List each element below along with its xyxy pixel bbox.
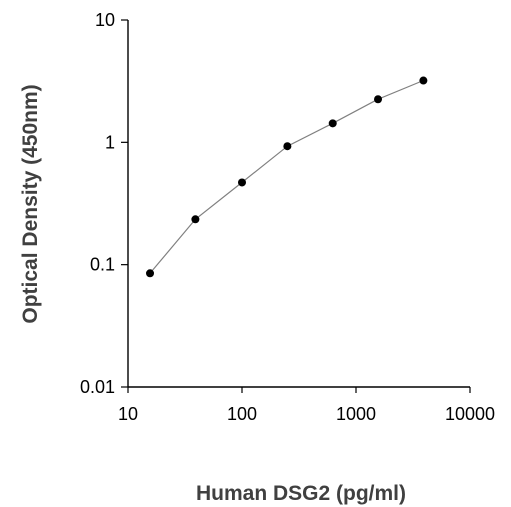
data-point: [374, 95, 383, 104]
y-axis-title: Optical Density (450nm): [19, 84, 42, 323]
x-axis-title: Human DSG2 (pg/ml): [196, 482, 406, 505]
y-axis-ticks: 0.01 0.1 1 10: [80, 10, 128, 397]
data-point: [191, 215, 200, 224]
y-tick-label: 0.01: [80, 377, 115, 397]
data-point: [146, 269, 155, 278]
data-point: [238, 178, 246, 187]
y-tick-label: 0.1: [90, 255, 115, 275]
y-tick-label: 10: [95, 10, 115, 30]
x-tick-label: 100: [227, 404, 257, 424]
data-point: [419, 76, 428, 85]
data-point: [283, 142, 292, 151]
series-line: [149, 79, 424, 274]
x-tick-label: 10: [118, 404, 138, 424]
axes: [127, 20, 470, 388]
x-tick-label: 10000: [445, 404, 495, 424]
x-axis-ticks: 10 100 1000 10000: [118, 387, 495, 424]
x-tick-label: 1000: [336, 404, 376, 424]
y-tick-label: 1: [105, 132, 115, 152]
data-point: [328, 119, 337, 128]
series-group: [146, 76, 428, 278]
